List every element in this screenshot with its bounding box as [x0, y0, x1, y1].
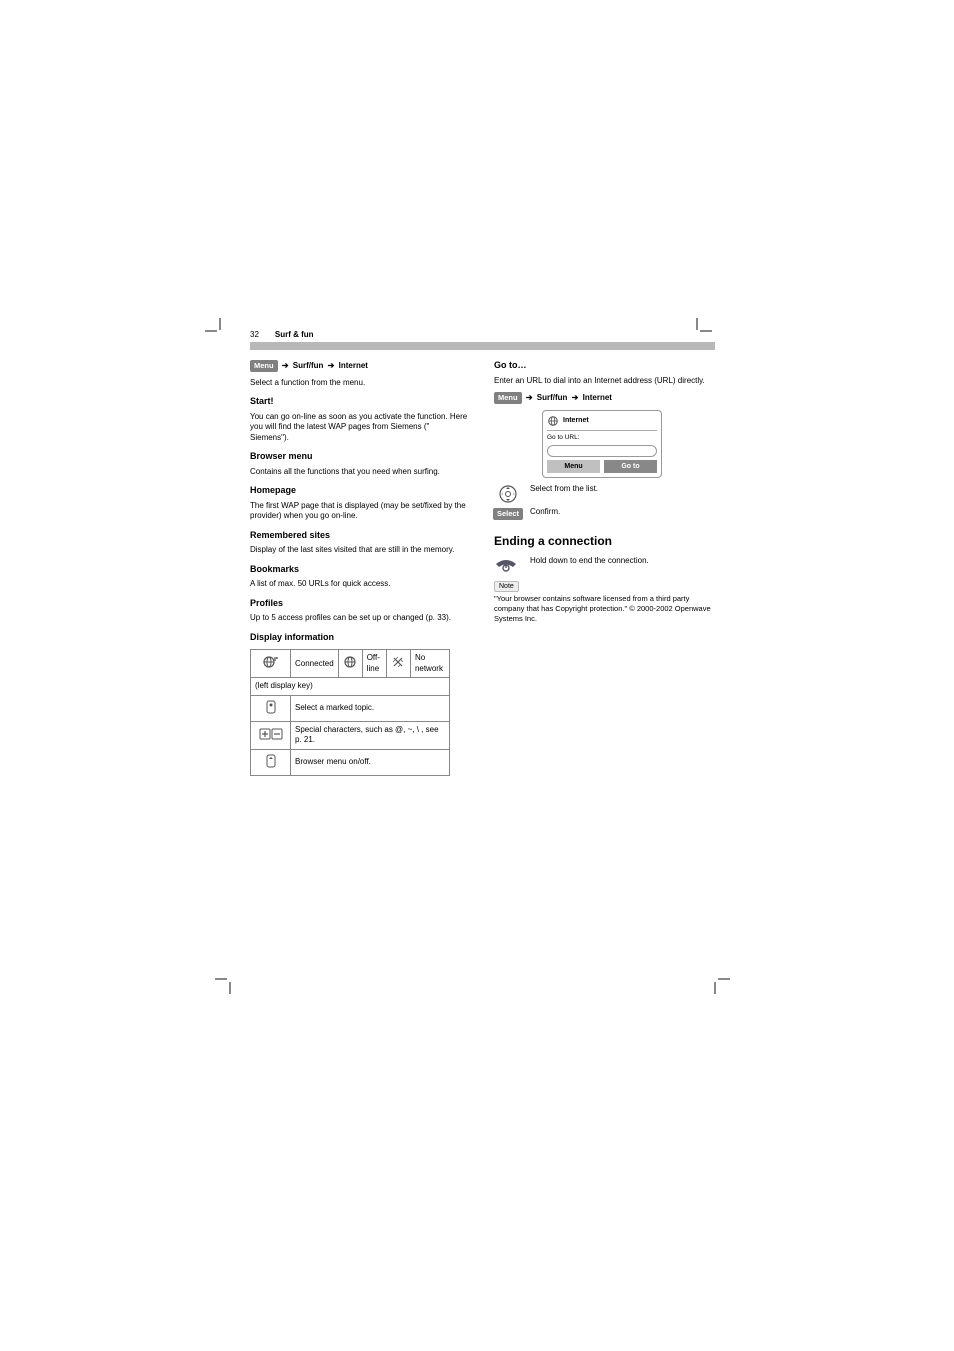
arrow-icon: ➔: [282, 361, 289, 370]
paragraph: Hold down to end the connection.: [530, 556, 649, 566]
step-row: Select Confirm.: [494, 507, 714, 520]
select-button[interactable]: Select: [493, 508, 523, 520]
hangup-icon: [494, 556, 518, 572]
phone-screen-mockup: Internet Go to URL: Menu Go to: [542, 410, 662, 479]
note-label: Note: [494, 581, 519, 592]
legend-label: Off-line: [362, 650, 386, 678]
breadcrumb-surf: Surf/fun: [293, 361, 324, 370]
navkey-icon: [499, 485, 517, 503]
heading-bookmarks: Bookmarks: [250, 564, 470, 576]
header-divider: [250, 342, 715, 350]
no-network-icon: [391, 655, 405, 669]
phone-titlebar: Internet: [547, 415, 657, 431]
heading-ending-connection: Ending a connection: [494, 534, 714, 550]
phone-title: Internet: [563, 416, 589, 425]
legend-label: Browser menu on/off.: [291, 749, 450, 775]
heading-profiles: Profiles: [250, 598, 470, 610]
legend-label: Special characters, such as @, ~, \ , se…: [291, 722, 450, 750]
paragraph: A list of max. 50 URLs for quick access.: [250, 579, 470, 589]
breadcrumb-surf: Surf/fun: [537, 393, 568, 402]
phone-menu-softkey[interactable]: Menu: [547, 460, 600, 473]
icon-cell: [386, 650, 410, 678]
icon-cell: [338, 650, 362, 678]
heading-homepage: Homepage: [250, 485, 470, 497]
phone-subtitle: Go to URL:: [547, 434, 657, 442]
menu-button[interactable]: Menu: [494, 392, 522, 404]
paragraph: You can go on-line as soon as you activa…: [250, 412, 470, 443]
heading-browser-menu: Browser menu: [250, 451, 470, 463]
breadcrumb-internet: Internet: [583, 393, 612, 402]
arrow-icon: ➔: [526, 393, 533, 402]
left-column: Menu ➔ Surf/fun ➔ Internet Select a func…: [250, 360, 470, 776]
step-text: Select from the list.: [530, 484, 714, 494]
icon-cell: [251, 722, 291, 750]
heading-remembered-sites: Remembered sites: [250, 530, 470, 542]
legend-label: Select a marked topic.: [291, 695, 450, 721]
arrow-icon: ➔: [572, 393, 579, 402]
section-title: Surf & fun: [275, 330, 314, 339]
legend-label: Connected: [291, 650, 339, 678]
menu-button[interactable]: Menu: [250, 360, 278, 372]
page-content: 32 Surf & fun Menu ➔ Surf/fun ➔ Internet…: [250, 330, 715, 776]
legend-label: No network: [410, 650, 449, 678]
page-header: 32 Surf & fun: [250, 330, 715, 342]
paragraph: Display of the last sites visited that a…: [250, 545, 470, 555]
paragraph: Select a function from the menu.: [250, 378, 470, 388]
icon-cell: [251, 695, 291, 721]
browser-menu-key-icon: [265, 753, 277, 769]
plus-key-icon: [259, 728, 271, 740]
heading-goto: Go to…: [494, 360, 714, 372]
paragraph: Up to 5 access profiles can be set up or…: [250, 613, 470, 623]
step-row: Select from the list.: [494, 484, 714, 503]
arrow-icon: ➔: [328, 361, 335, 370]
globe-offline-icon: [343, 655, 357, 669]
icon-cell: [251, 650, 291, 678]
globe-connected-icon: [263, 654, 279, 670]
icon-cell: [251, 749, 291, 775]
select-key-icon: [265, 699, 277, 715]
page-number: 32: [250, 330, 259, 339]
breadcrumb-row: Menu ➔ Surf/fun ➔ Internet: [494, 392, 714, 404]
note-text: "Your browser contains software licensed…: [494, 594, 714, 623]
minus-key-icon: [271, 728, 283, 740]
breadcrumb-row: Menu ➔ Surf/fun ➔ Internet: [250, 360, 470, 372]
heading-start: Start!: [250, 396, 470, 408]
legend-subrow: (left display key): [251, 678, 450, 695]
phone-goto-softkey[interactable]: Go to: [604, 460, 657, 473]
paragraph: Enter an URL to dial into an Internet ad…: [494, 376, 714, 386]
phone-url-input[interactable]: [547, 445, 657, 457]
note-block: Note "Your browser contains software lic…: [494, 581, 714, 623]
right-column: Go to… Enter an URL to dial into an Inte…: [494, 360, 714, 776]
globe-icon: [547, 415, 559, 427]
end-connection-row: Hold down to end the connection.: [494, 556, 714, 575]
breadcrumb-internet: Internet: [339, 361, 368, 370]
icon-legend-table: Connected Off-line: [250, 649, 450, 776]
step-text: Confirm.: [530, 507, 714, 517]
paragraph: The first WAP page that is displayed (ma…: [250, 501, 470, 522]
heading-display-info: Display information: [250, 632, 470, 644]
paragraph: Contains all the functions that you need…: [250, 467, 470, 477]
